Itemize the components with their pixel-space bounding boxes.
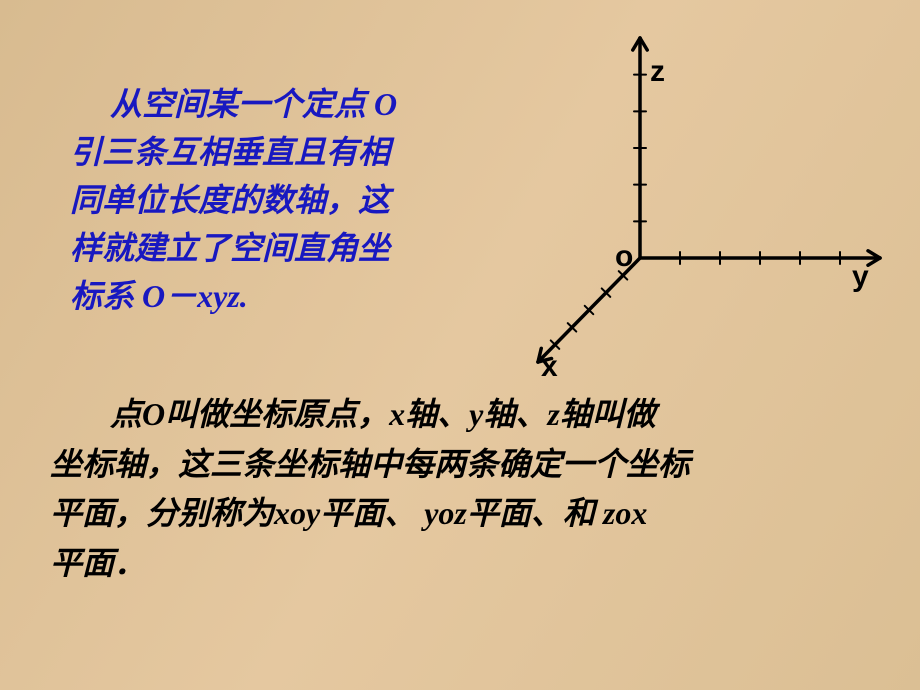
- origin-label: o: [615, 240, 633, 274]
- p2-line3: 平面，分别称为xoy平面、 yoz平面、和 zox: [50, 489, 870, 539]
- p1-line3: 同单位长度的数轴，这: [70, 176, 480, 224]
- coordinate-axes-diagram: [520, 22, 900, 392]
- p1-line1: 从空间某一个定点 O: [70, 80, 480, 128]
- body-paragraph: 点O叫做坐标原点，x轴、y轴、z轴叫做 坐标轴，这三条坐标轴中每两条确定一个坐标…: [50, 390, 870, 588]
- p1-line5: 标系 O－xyz.: [70, 272, 480, 320]
- axes-svg: [520, 22, 900, 392]
- y-axis-label: y: [852, 260, 869, 294]
- p2-line2: 坐标轴，这三条坐标轴中每两条确定一个坐标: [50, 440, 870, 490]
- p1-line4: 样就建立了空间直角坐: [70, 224, 480, 272]
- x-axis-label: x: [541, 350, 558, 384]
- z-axis-label: z: [650, 55, 665, 89]
- p2-line1: 点O叫做坐标原点，x轴、y轴、z轴叫做: [50, 390, 870, 440]
- p2-line4: 平面．: [50, 539, 870, 589]
- p1-line2: 引三条互相垂直且有相: [70, 128, 480, 176]
- intro-paragraph: 从空间某一个定点 O 引三条互相垂直且有相 同单位长度的数轴，这 样就建立了空间…: [70, 80, 480, 320]
